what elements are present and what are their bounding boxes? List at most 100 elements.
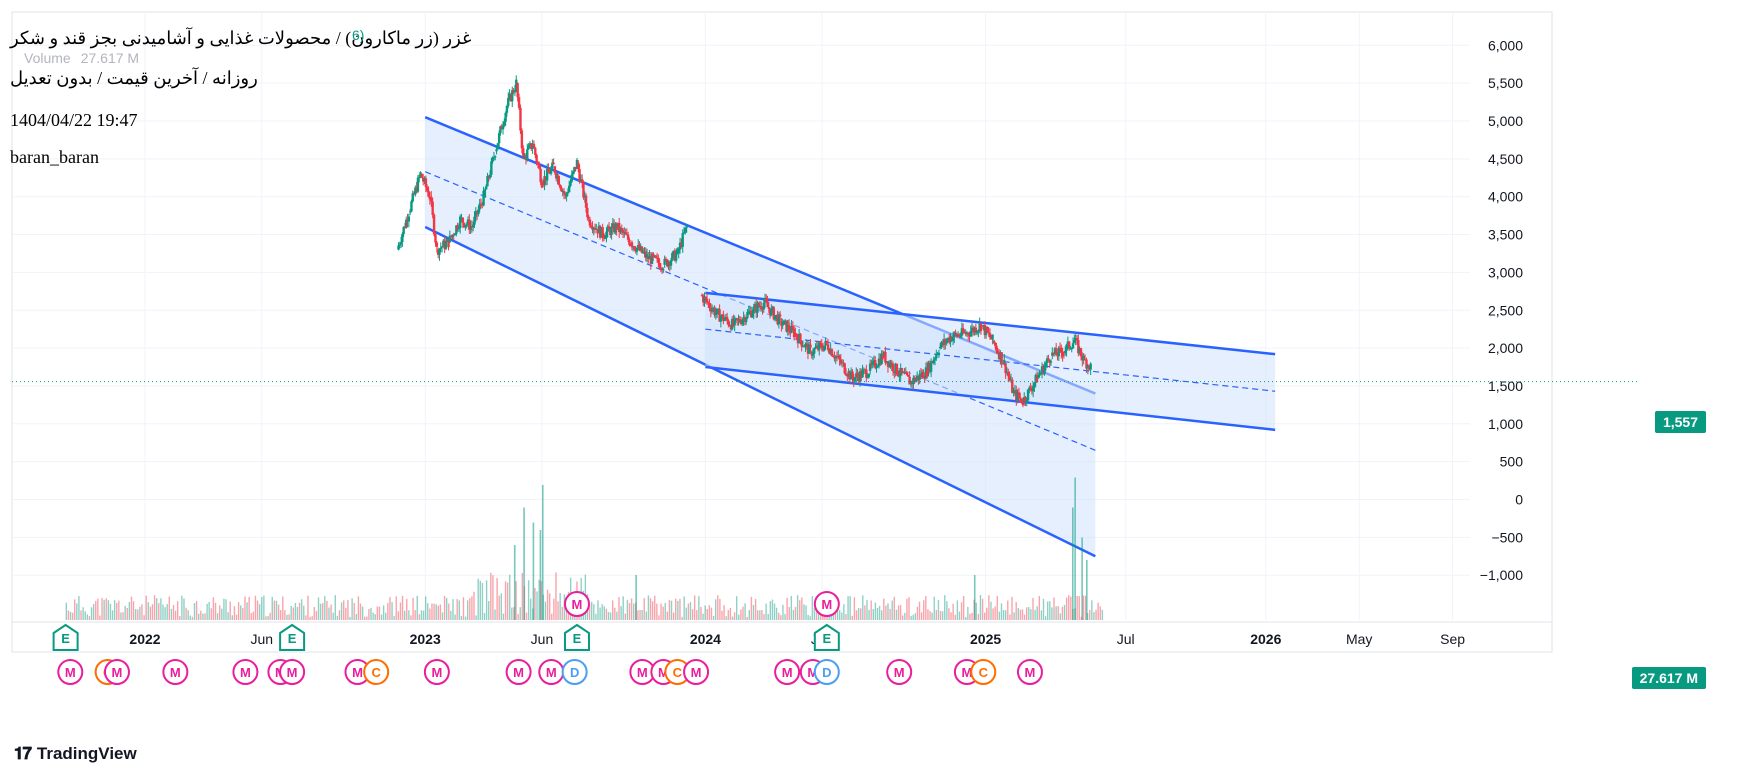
candle-body bbox=[414, 187, 417, 195]
candle-body bbox=[997, 352, 1001, 360]
volume-bar bbox=[912, 614, 914, 620]
candle-body bbox=[626, 234, 630, 240]
candle-body bbox=[884, 352, 887, 363]
candle-body bbox=[473, 216, 476, 225]
channel-2-fill bbox=[705, 292, 1276, 430]
y-tick-label: −1,000 bbox=[1480, 567, 1523, 583]
volume-bar bbox=[920, 612, 923, 620]
volume-bar bbox=[481, 583, 484, 620]
candle-body bbox=[772, 307, 776, 320]
volume-bar bbox=[525, 612, 528, 620]
candle-body bbox=[917, 375, 920, 380]
volume-bar bbox=[597, 600, 599, 620]
candle-body bbox=[535, 154, 538, 163]
volume-bar bbox=[832, 611, 835, 620]
candle-body bbox=[412, 193, 416, 195]
volume-bar bbox=[408, 610, 410, 620]
candle-body bbox=[1064, 350, 1067, 354]
volume-bar bbox=[263, 595, 265, 620]
candle-body bbox=[575, 159, 579, 170]
candle-body bbox=[461, 217, 465, 223]
volume-bar bbox=[750, 596, 753, 620]
candle-body bbox=[628, 239, 631, 245]
volume-bar bbox=[599, 607, 601, 620]
candle-body bbox=[768, 308, 772, 316]
volume-bar bbox=[387, 603, 389, 620]
candle-body bbox=[773, 315, 777, 320]
candle-body bbox=[524, 155, 528, 159]
volume-bar bbox=[441, 612, 444, 620]
x-tick-label: 2025 bbox=[970, 631, 1001, 647]
volume-bar bbox=[647, 595, 650, 620]
volume-bar bbox=[1017, 608, 1019, 620]
candle-body bbox=[676, 248, 679, 254]
ohlc-fragment: 6) bbox=[352, 27, 365, 43]
volume-bar bbox=[469, 598, 471, 620]
volume-bar bbox=[311, 616, 313, 620]
candle-body bbox=[732, 318, 735, 326]
candle-body bbox=[487, 175, 490, 178]
candle-body bbox=[902, 372, 905, 374]
candle-body bbox=[758, 306, 762, 308]
volume-bar bbox=[92, 603, 95, 620]
candle-body bbox=[1056, 354, 1059, 357]
candle-body bbox=[821, 348, 825, 351]
candle-body bbox=[1005, 372, 1009, 374]
event-letter: M bbox=[287, 665, 298, 680]
candle-body bbox=[658, 262, 661, 268]
volume-bar bbox=[740, 609, 742, 620]
volume-bar bbox=[809, 616, 811, 620]
event-letter: E bbox=[822, 631, 831, 646]
volume-bar bbox=[116, 602, 118, 620]
candle-body bbox=[1074, 338, 1077, 341]
volume-bar bbox=[1063, 604, 1066, 620]
candle-body bbox=[530, 143, 533, 149]
candle-body bbox=[1039, 372, 1042, 375]
candle-body bbox=[419, 172, 422, 177]
candle-body bbox=[486, 175, 489, 187]
candle-body bbox=[741, 319, 744, 325]
event-icon bbox=[970, 659, 997, 685]
volume-bar bbox=[704, 605, 706, 620]
candle-body bbox=[724, 316, 728, 320]
volume-bar bbox=[324, 595, 326, 620]
volume-bar bbox=[1040, 610, 1043, 620]
candle-body bbox=[557, 176, 561, 185]
volume-bar bbox=[1019, 609, 1022, 620]
volume-bar bbox=[828, 616, 830, 620]
candle-body bbox=[950, 336, 954, 341]
candle-body bbox=[913, 377, 916, 382]
candle-body bbox=[449, 235, 453, 238]
candle-body bbox=[573, 167, 576, 172]
volume-bar bbox=[1099, 606, 1101, 620]
candle-body bbox=[1085, 359, 1088, 369]
volume-bar bbox=[126, 607, 128, 620]
candle-body bbox=[536, 162, 540, 165]
volume-bar bbox=[338, 610, 341, 620]
volume-bar bbox=[784, 614, 786, 620]
candle-body bbox=[615, 224, 618, 231]
candle-body bbox=[761, 308, 764, 310]
candle-body bbox=[558, 184, 562, 188]
candle-body bbox=[459, 216, 462, 228]
volume-bar bbox=[321, 603, 324, 620]
candle-body bbox=[850, 371, 853, 380]
candle-body bbox=[940, 341, 943, 347]
volume-bar bbox=[605, 608, 608, 620]
candle-body bbox=[814, 347, 817, 349]
tradingview-brand[interactable]: 𝟏𝟕 TradingView bbox=[14, 744, 137, 764]
candle-body bbox=[1047, 358, 1050, 361]
volume-bar bbox=[143, 615, 145, 620]
x-tick-label: 2023 bbox=[410, 631, 441, 647]
volume-bar bbox=[859, 608, 862, 620]
candle-body bbox=[1004, 363, 1007, 374]
volume-bar bbox=[246, 602, 248, 620]
candle-body bbox=[1077, 340, 1080, 354]
event-icon bbox=[813, 591, 840, 617]
candle-body bbox=[660, 268, 664, 271]
volume-bar bbox=[855, 610, 858, 620]
volume-bar bbox=[357, 596, 360, 620]
volume-bar bbox=[765, 603, 767, 620]
volume-bar bbox=[651, 601, 654, 620]
